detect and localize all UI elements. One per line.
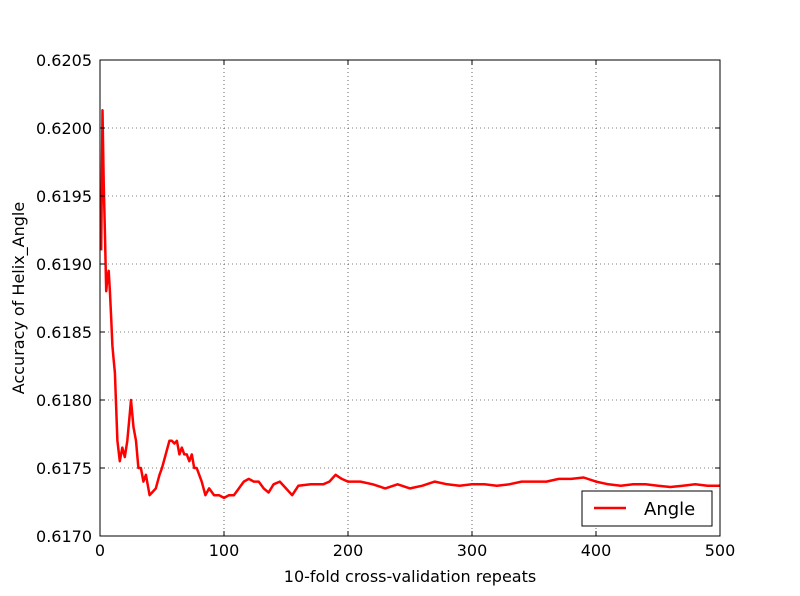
y-tick-label: 0.6170 [36,527,92,546]
y-tick-label: 0.6180 [36,391,92,410]
y-axis-label: Accuracy of Helix_Angle [9,202,29,394]
y-tick-label: 0.6175 [36,459,92,478]
y-tick-label: 0.6190 [36,255,92,274]
grid-lines [100,60,720,536]
plot-background [100,60,720,536]
x-tick-label: 0 [95,541,105,560]
x-tick-label: 300 [457,541,488,560]
series-group [99,109,720,500]
x-tick-label: 500 [705,541,736,560]
x-tick-label: 400 [581,541,612,560]
y-tick-label: 0.6185 [36,323,92,342]
y-tick-label: 0.6200 [36,119,92,138]
x-tick-label: 200 [333,541,364,560]
y-tick-label: 0.6195 [36,187,92,206]
x-tick-label: 100 [209,541,240,560]
axis-ticks: 0 100 200 300 400 500 0.6170 0.6175 0.6180 0.6185… [36,51,735,560]
legend: Angle [581,490,713,527]
x-axis-label: 10-fold cross-validation repeats [284,567,536,586]
legend-label-angle: Angle [644,499,695,520]
series-line-angle [99,109,720,500]
y-tick-label: 0.6205 [36,51,92,70]
plot-frame [99,59,721,537]
